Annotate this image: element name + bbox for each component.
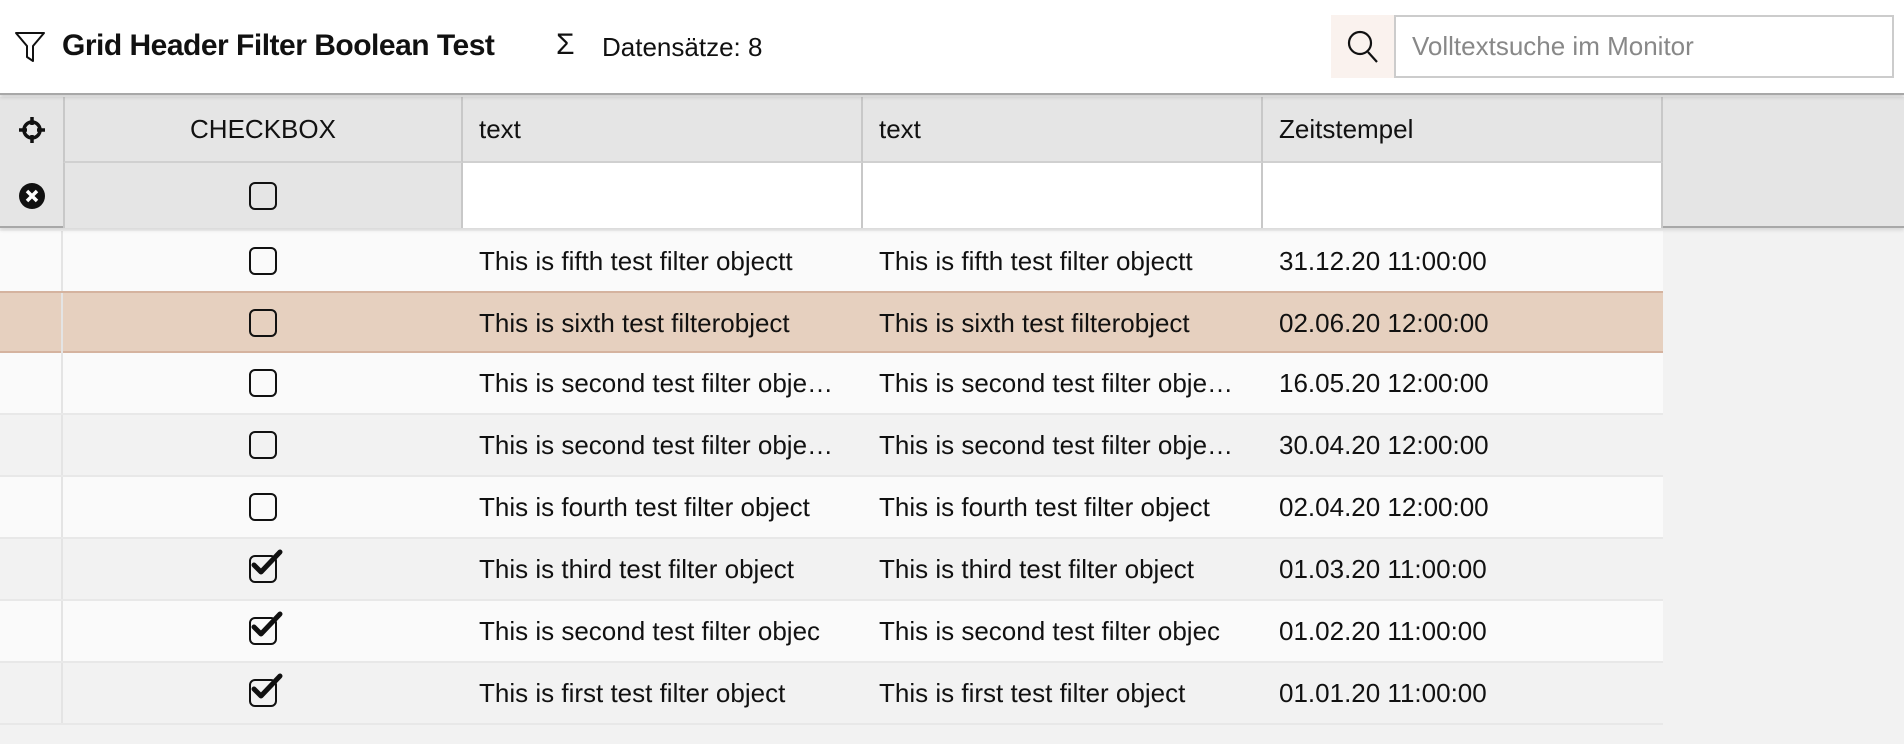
text-cell: This is third test filter object (479, 554, 794, 584)
checkbox-cell (63, 353, 463, 413)
row-indicator[interactable] (0, 231, 63, 291)
row-indicator[interactable] (0, 477, 63, 537)
checkbox-cell (63, 663, 463, 723)
row-indicator[interactable] (0, 539, 63, 599)
checkbox-cell (63, 477, 463, 537)
table-row[interactable]: This is second test filter obje… This is… (0, 353, 1663, 415)
column-header-text-2[interactable]: text (863, 97, 1263, 163)
text-2-cell: This is second test filter objec (879, 616, 1221, 646)
text-cell: This is second test filter obje… (479, 430, 834, 460)
search-button[interactable] (1331, 15, 1394, 78)
timestamp-cell: 01.02.20 11:00:00 (1279, 615, 1487, 646)
grid-header: CHECKBOX text text Zeitstempel (0, 97, 1904, 228)
row-checkbox[interactable] (249, 493, 277, 521)
table-row[interactable]: This is third test filter object This is… (0, 539, 1663, 601)
row-checkbox[interactable] (249, 431, 277, 459)
timestamp-cell: 01.03.20 11:00:00 (1279, 553, 1487, 584)
timestamp-cell: 02.06.20 12:00:00 (1279, 307, 1489, 338)
text-cell: This is first test filter object (479, 678, 786, 708)
timestamp-cell: 01.01.20 11:00:00 (1279, 677, 1487, 708)
search-icon (1347, 30, 1378, 63)
filter-checkbox[interactable] (249, 181, 277, 210)
fulltext-search-input[interactable] (1394, 15, 1894, 78)
row-checkbox[interactable] (249, 247, 277, 275)
timestamp-cell: 30.04.20 12:00:00 (1279, 429, 1489, 460)
row-checkbox[interactable] (249, 673, 283, 707)
timestamp-cell: 31.12.20 11:00:00 (1279, 245, 1487, 276)
row-checkbox[interactable] (249, 309, 277, 337)
checkmark-icon (251, 673, 283, 699)
row-indicator[interactable] (0, 415, 63, 475)
row-indicator[interactable] (0, 601, 63, 661)
column-header-zeitstempel[interactable]: Zeitstempel (1263, 97, 1663, 163)
checkmark-icon (251, 611, 283, 637)
column-header-text[interactable]: text (463, 97, 863, 163)
column-label: Zeitstempel (1279, 113, 1414, 144)
text-cell: This is sixth test filterobject (479, 308, 790, 338)
text-2-cell: This is second test filter obje… (879, 368, 1234, 398)
filter-icon[interactable] (14, 30, 46, 64)
timestamp-cell: 02.04.20 12:00:00 (1279, 491, 1489, 522)
table-row[interactable]: This is sixth test filterobject This is … (0, 291, 1663, 353)
text-2-cell: This is fifth test filter objectt (879, 246, 1193, 276)
text-cell: This is second test filter obje… (479, 368, 834, 398)
text-cell: This is second test filter objec (479, 616, 821, 646)
column-label: text (879, 113, 921, 144)
table-row[interactable]: This is first test filter object This is… (0, 663, 1663, 725)
filter-checkbox-cell (63, 163, 463, 228)
text-cell: This is fifth test filter objectt (479, 246, 793, 276)
text-2-cell: This is fourth test filter object (879, 492, 1210, 522)
page-title: Grid Header Filter Boolean Test (62, 29, 495, 62)
text-2-cell: This is second test filter obje… (879, 430, 1234, 460)
record-count: Datensätze: 8 (602, 32, 763, 62)
text-cell: This is fourth test filter object (479, 492, 810, 522)
row-checkbox[interactable] (249, 549, 283, 583)
checkbox-cell (63, 231, 463, 291)
checkbox-cell (63, 601, 463, 661)
text-2-cell: This is third test filter object (879, 554, 1194, 584)
close-circle-icon (18, 182, 45, 209)
table-row[interactable]: This is fifth test filter objectt This i… (0, 231, 1663, 293)
checkbox-cell (63, 415, 463, 475)
table-row[interactable]: This is second test filter obje… This is… (0, 415, 1663, 477)
row-checkbox[interactable] (249, 369, 277, 397)
filter-text-2-input[interactable] (863, 163, 1263, 228)
table-row[interactable]: This is second test filter objec This is… (0, 601, 1663, 663)
text-2-cell: This is sixth test filterobject (879, 308, 1190, 338)
toolbar: Grid Header Filter Boolean Test Σ Datens… (0, 0, 1904, 95)
checkmark-icon (251, 549, 283, 575)
row-indicator[interactable] (0, 663, 63, 723)
checkbox-cell (63, 539, 463, 599)
row-indicator[interactable] (0, 353, 63, 413)
row-indicator[interactable] (0, 293, 63, 353)
column-header-checkbox[interactable]: CHECKBOX (63, 97, 463, 163)
crosshair-icon (18, 117, 45, 143)
filter-zeitstempel-input[interactable] (1263, 163, 1663, 228)
grid-body: This is fifth test filter objectt This i… (0, 231, 1663, 725)
row-checkbox[interactable] (249, 611, 283, 645)
sigma-icon: Σ (556, 28, 575, 61)
locate-button[interactable] (0, 97, 63, 163)
clear-filter-button[interactable] (0, 163, 63, 228)
table-row[interactable]: This is fourth test filter object This i… (0, 477, 1663, 539)
text-2-cell: This is first test filter object (879, 678, 1186, 708)
filter-text-input[interactable] (463, 163, 863, 228)
column-label: CHECKBOX (190, 113, 336, 144)
column-label: text (479, 113, 521, 144)
timestamp-cell: 16.05.20 12:00:00 (1279, 367, 1489, 398)
checkbox-cell (63, 293, 463, 353)
